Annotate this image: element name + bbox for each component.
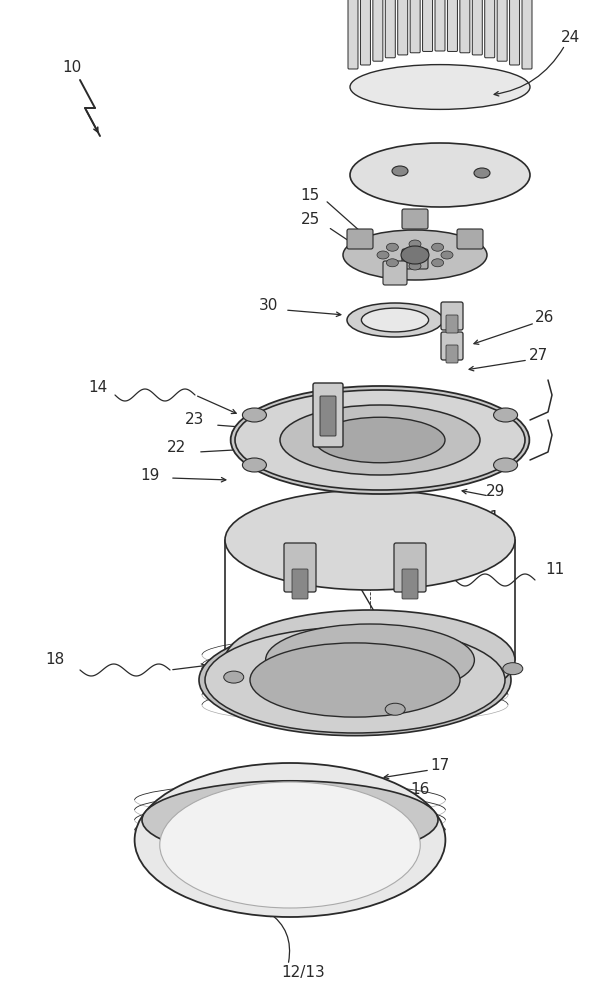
FancyBboxPatch shape	[441, 332, 463, 360]
Ellipse shape	[350, 143, 530, 207]
Ellipse shape	[224, 671, 244, 683]
FancyBboxPatch shape	[394, 543, 426, 592]
Ellipse shape	[387, 259, 398, 267]
Ellipse shape	[474, 168, 490, 178]
Ellipse shape	[493, 458, 518, 472]
Ellipse shape	[315, 417, 445, 463]
FancyBboxPatch shape	[402, 249, 428, 269]
Ellipse shape	[350, 65, 530, 109]
FancyBboxPatch shape	[446, 345, 458, 363]
FancyBboxPatch shape	[383, 261, 407, 285]
FancyBboxPatch shape	[447, 0, 458, 51]
FancyBboxPatch shape	[457, 229, 483, 249]
Ellipse shape	[135, 763, 446, 917]
Ellipse shape	[280, 405, 480, 475]
Text: 15: 15	[300, 188, 320, 202]
Ellipse shape	[503, 663, 523, 675]
Text: 28: 28	[500, 438, 520, 452]
Text: 19: 19	[140, 468, 160, 483]
FancyBboxPatch shape	[422, 0, 433, 51]
FancyBboxPatch shape	[435, 0, 445, 51]
Ellipse shape	[266, 624, 475, 696]
Ellipse shape	[377, 251, 389, 259]
FancyBboxPatch shape	[347, 229, 373, 249]
Text: 10: 10	[63, 60, 81, 76]
FancyBboxPatch shape	[361, 0, 370, 65]
FancyBboxPatch shape	[398, 0, 408, 55]
Text: 14: 14	[89, 380, 107, 395]
Ellipse shape	[242, 408, 266, 422]
FancyBboxPatch shape	[446, 315, 458, 333]
Text: 31: 31	[488, 410, 507, 426]
FancyBboxPatch shape	[402, 569, 418, 599]
FancyBboxPatch shape	[472, 0, 483, 55]
Text: 30: 30	[259, 298, 277, 312]
Text: 11: 11	[545, 562, 565, 578]
Text: 17: 17	[430, 758, 450, 772]
Ellipse shape	[385, 703, 405, 715]
Ellipse shape	[343, 230, 487, 280]
Ellipse shape	[432, 243, 444, 251]
Text: 12/13: 12/13	[281, 964, 325, 980]
Text: 27: 27	[528, 348, 548, 362]
FancyBboxPatch shape	[485, 0, 495, 58]
FancyBboxPatch shape	[497, 0, 507, 61]
Text: 31: 31	[490, 460, 510, 476]
Ellipse shape	[231, 386, 529, 494]
FancyBboxPatch shape	[348, 0, 358, 69]
FancyBboxPatch shape	[292, 569, 308, 599]
Ellipse shape	[409, 262, 421, 270]
Ellipse shape	[392, 166, 408, 176]
Text: 29: 29	[486, 485, 506, 499]
Ellipse shape	[347, 303, 443, 337]
Text: 23: 23	[185, 412, 205, 428]
Ellipse shape	[250, 643, 460, 717]
FancyBboxPatch shape	[313, 383, 343, 447]
Ellipse shape	[401, 246, 429, 264]
Text: 18: 18	[46, 652, 64, 668]
Ellipse shape	[361, 308, 429, 332]
FancyBboxPatch shape	[509, 0, 520, 65]
Text: 24: 24	[560, 30, 580, 45]
FancyBboxPatch shape	[402, 209, 428, 229]
FancyBboxPatch shape	[284, 543, 316, 592]
Ellipse shape	[142, 781, 438, 859]
Ellipse shape	[441, 251, 453, 259]
FancyBboxPatch shape	[385, 0, 395, 58]
Text: 22: 22	[168, 440, 186, 456]
FancyBboxPatch shape	[320, 396, 336, 436]
Ellipse shape	[225, 490, 515, 590]
FancyBboxPatch shape	[441, 302, 463, 330]
Text: 16: 16	[410, 782, 430, 798]
Text: 21: 21	[480, 510, 500, 526]
FancyBboxPatch shape	[373, 0, 383, 61]
Ellipse shape	[199, 624, 511, 736]
Ellipse shape	[225, 610, 515, 710]
Ellipse shape	[387, 243, 398, 251]
Ellipse shape	[235, 390, 525, 490]
Text: 26: 26	[535, 310, 555, 326]
Ellipse shape	[493, 408, 518, 422]
Ellipse shape	[409, 240, 421, 248]
Ellipse shape	[205, 627, 505, 733]
Text: 25: 25	[300, 213, 320, 228]
Ellipse shape	[432, 259, 444, 267]
Ellipse shape	[160, 782, 420, 908]
Text: 20: 20	[478, 660, 498, 676]
FancyBboxPatch shape	[460, 0, 470, 53]
FancyBboxPatch shape	[522, 0, 532, 69]
Ellipse shape	[242, 458, 266, 472]
FancyBboxPatch shape	[410, 0, 420, 53]
